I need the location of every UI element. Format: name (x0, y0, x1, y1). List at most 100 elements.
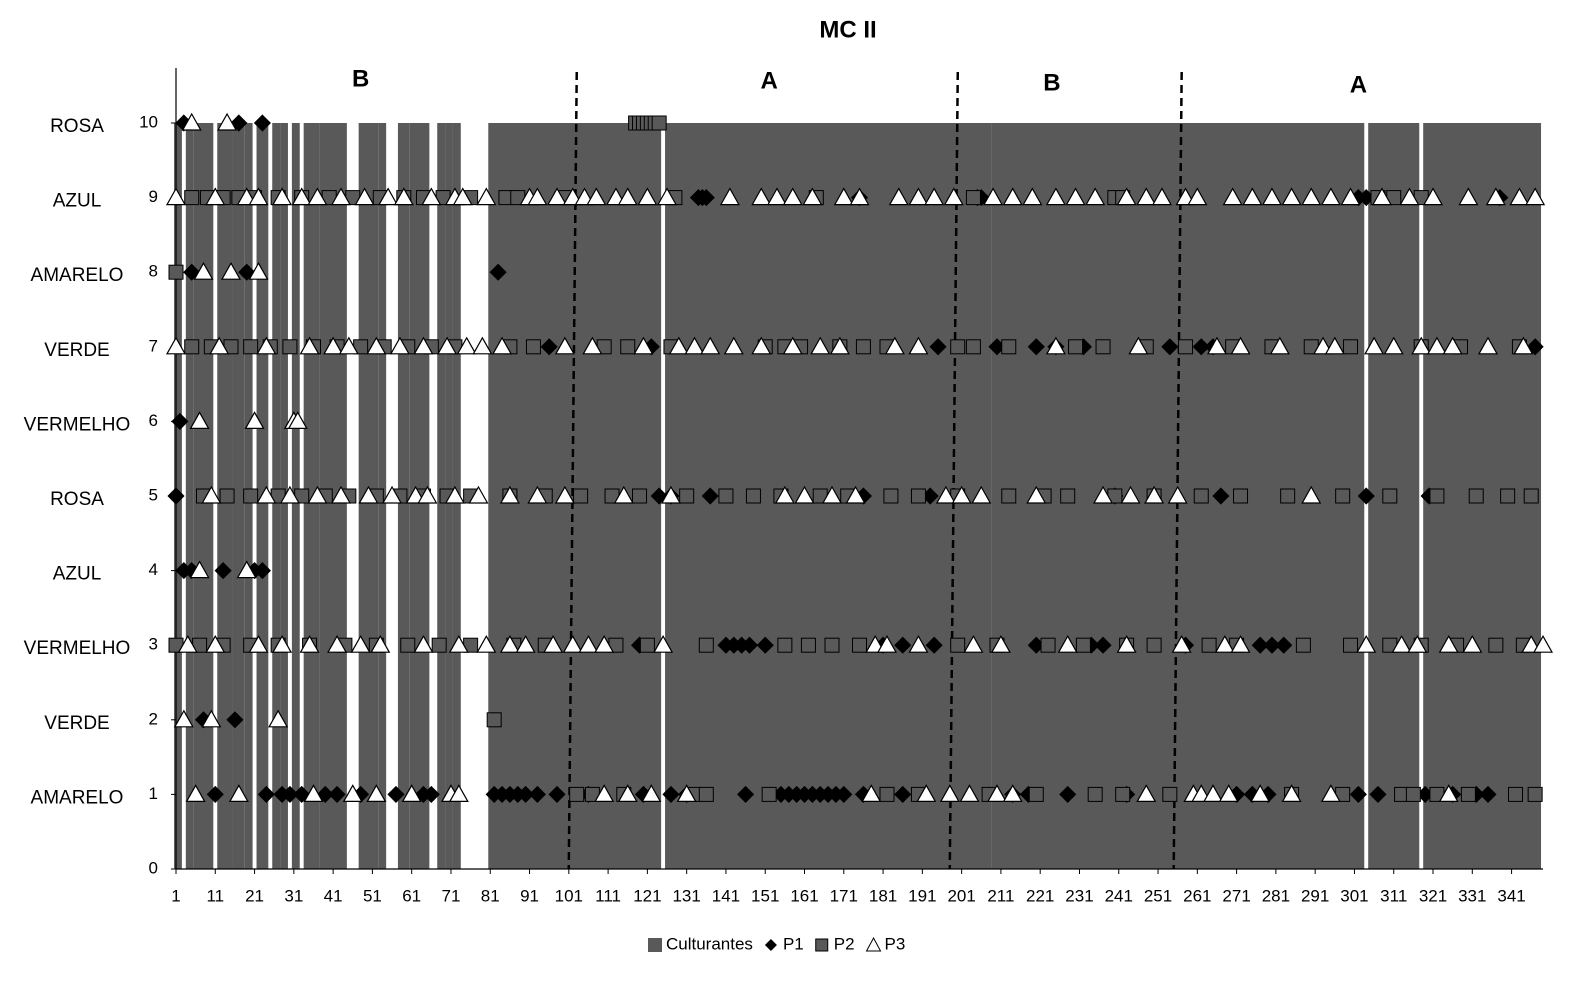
p-marker (1230, 336, 1251, 355)
p-marker (745, 488, 761, 504)
p-marker (824, 637, 840, 653)
p-marker (299, 336, 320, 355)
p-marker (1523, 488, 1539, 504)
x-tick-label: 1 (171, 886, 180, 905)
x-tick-label: 41 (324, 886, 343, 905)
x-tick-label: 51 (363, 886, 382, 905)
p-marker (543, 634, 564, 653)
p-marker (849, 187, 870, 206)
p-marker (700, 336, 721, 355)
p-marker (1094, 636, 1112, 654)
p-marker (1060, 488, 1076, 504)
p-marker (594, 634, 615, 653)
p-marker (719, 187, 740, 206)
y-tick-label: 4 (149, 560, 158, 579)
p-marker (1301, 485, 1322, 504)
category-label: ROSA (50, 489, 104, 510)
p-marker (983, 187, 1004, 206)
p-marker (684, 336, 705, 355)
p-marker (476, 187, 497, 206)
p-marker (1324, 336, 1345, 355)
p-marker (723, 336, 744, 355)
p-marker (1230, 634, 1251, 653)
p-marker (1426, 336, 1447, 355)
x-tick-label: 201 (947, 886, 975, 905)
p-marker (650, 487, 668, 505)
p-marker (986, 784, 1008, 802)
legend-swatch (865, 936, 882, 952)
p-marker (525, 339, 541, 355)
p-marker (1002, 187, 1023, 206)
legend-label: P3 (885, 934, 906, 953)
p-marker (184, 339, 200, 355)
p-marker (370, 634, 391, 653)
p-marker (761, 786, 777, 802)
p-marker (782, 187, 803, 206)
x-tick-label: 71 (442, 886, 461, 905)
p-marker (499, 634, 520, 653)
legend-label: Culturantes (666, 934, 753, 953)
p-marker (1399, 187, 1420, 206)
p-marker (1187, 187, 1208, 206)
p-marker (236, 560, 257, 579)
p-marker (189, 560, 210, 579)
p-marker (183, 263, 201, 281)
p-marker (316, 785, 334, 803)
x-tick-label: 121 (633, 886, 661, 905)
p-marker (1369, 785, 1387, 803)
p-marker (1411, 336, 1432, 355)
p-marker (1136, 187, 1157, 206)
p-marker (243, 488, 259, 504)
p-marker (855, 339, 871, 355)
p-marker (924, 187, 945, 206)
p-marker (1429, 488, 1445, 504)
p-marker (883, 488, 899, 504)
p-marker (943, 187, 964, 206)
p-marker (1382, 488, 1398, 504)
x-tick-label: 241 (1105, 886, 1133, 905)
p-marker (1027, 338, 1045, 356)
p-marker (916, 784, 937, 802)
p-marker (1167, 485, 1188, 504)
category-label: AZUL (53, 191, 102, 212)
category-label: VERDE (44, 713, 109, 734)
p-marker (1357, 487, 1375, 505)
p-marker (1500, 488, 1516, 504)
x-tick-label: 161 (790, 886, 818, 905)
p-marker (165, 187, 187, 206)
p-marker (1525, 187, 1546, 206)
x-tick-label: 171 (830, 886, 858, 905)
category-label: VERDE (44, 340, 109, 361)
p-marker (378, 187, 399, 206)
p-marker (287, 411, 308, 429)
culturante-bar (232, 123, 245, 869)
p-marker (201, 485, 222, 504)
p-marker (810, 336, 831, 355)
p-marker (1261, 187, 1282, 206)
p-marker (959, 784, 980, 802)
p-marker (829, 336, 850, 355)
p-marker (679, 488, 695, 504)
p-marker (256, 336, 277, 355)
p-marker (950, 339, 966, 355)
p-marker (468, 485, 489, 504)
p-marker (835, 785, 853, 803)
chart-title: MC II (819, 16, 876, 43)
p-marker (528, 785, 546, 803)
p-marker (181, 112, 202, 131)
p-marker (389, 336, 410, 355)
p-marker (366, 784, 387, 802)
p-marker (219, 488, 235, 504)
p-marker (756, 636, 774, 654)
p-marker (177, 634, 198, 653)
p-marker (963, 634, 984, 653)
p-marker (1269, 336, 1290, 355)
x-tick-label: 81 (481, 886, 500, 905)
p-marker (1116, 187, 1137, 206)
p-marker (540, 338, 558, 356)
p-marker (547, 187, 568, 206)
y-tick-label: 1 (149, 784, 158, 803)
p-marker (782, 336, 803, 355)
p-marker (908, 187, 929, 206)
p-marker (1059, 785, 1077, 803)
